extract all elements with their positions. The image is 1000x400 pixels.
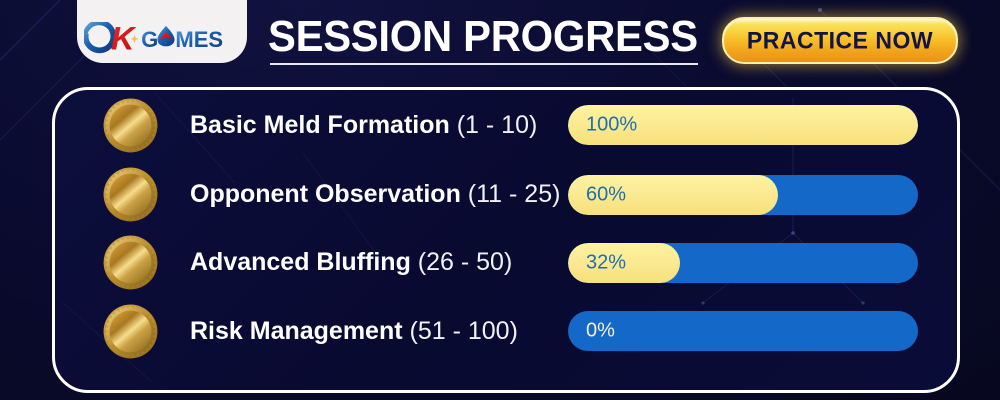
svg-text:MES: MES	[175, 27, 223, 52]
svg-text:G: G	[141, 27, 158, 52]
